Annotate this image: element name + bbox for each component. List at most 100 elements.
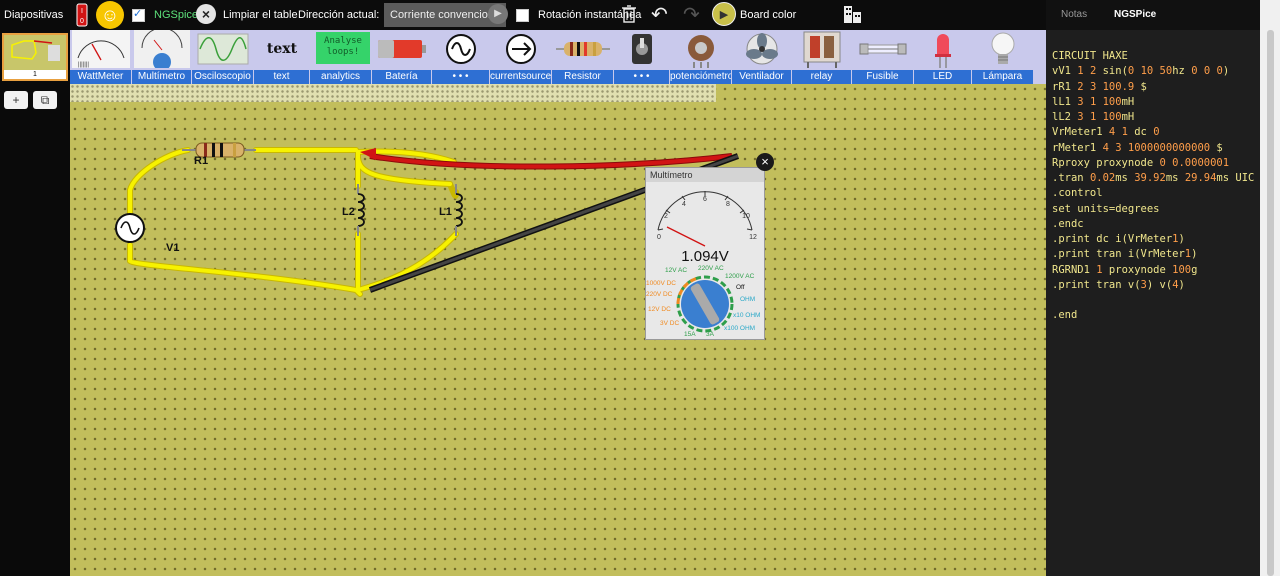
range-label: x100 OHM — [724, 325, 755, 332]
ac-source-icon — [434, 30, 488, 68]
inductor-l1[interactable]: L1 — [439, 184, 463, 236]
palette-current-source[interactable]: currentsource — [490, 30, 552, 84]
code-line: vV1 1 2 sin(0 10 50hz 0 0 0) — [1052, 65, 1230, 78]
range-label: 3V DC — [660, 320, 679, 327]
svg-text:0: 0 — [80, 18, 84, 25]
clear-board-button[interactable]: Limpiar el tablero — [223, 9, 308, 21]
smiley-icon[interactable]: ☺ — [96, 1, 124, 29]
resistor-icon — [554, 30, 612, 68]
switch-icon — [616, 30, 668, 68]
board-color-button[interactable]: Board color — [740, 9, 797, 21]
palette-analytics[interactable]: Analyse loops! analytics — [310, 30, 372, 84]
palette-label: Ventilador — [732, 70, 792, 84]
red-probe-lead[interactable] — [360, 148, 733, 170]
text-icon: text — [256, 30, 308, 68]
play-icon[interactable]: ▶ — [488, 4, 508, 24]
inductor-l2[interactable]: L2 — [342, 184, 365, 236]
copy-slide-button[interactable]: ⧉ — [33, 91, 57, 109]
rotation-checkbox[interactable] — [516, 9, 529, 22]
board-color-icon[interactable]: ▶ — [712, 2, 736, 26]
palette-switch[interactable]: • • • — [614, 30, 670, 84]
redo-icon[interactable]: ↷ — [683, 4, 700, 26]
code-line: VrMeter1 4 1 dc 0 — [1052, 126, 1160, 139]
inductor-label: L2 — [342, 206, 355, 218]
palette-lamp[interactable]: Lámpara — [972, 30, 1034, 84]
range-label: 220V AC — [698, 265, 724, 272]
palette-relay[interactable]: relay — [792, 30, 852, 84]
slide-thumbnail[interactable]: 1 — [2, 33, 68, 81]
multimeter-title: Multímetro — [646, 168, 764, 182]
page-scrollbar[interactable] — [1260, 0, 1280, 576]
wattmeter-icon: ||||||| — [72, 30, 130, 68]
range-label: 15A — [684, 331, 696, 338]
palette-led[interactable]: LED — [914, 30, 972, 84]
palette-label: potenciómetro — [670, 70, 732, 84]
code-line: .endc — [1052, 217, 1084, 230]
palette-resistor[interactable]: Resistor — [552, 30, 614, 84]
ngspice-label: NGSpice — [154, 9, 199, 21]
slide-preview-icon — [11, 40, 60, 61]
palette-battery[interactable]: Batería — [372, 30, 432, 84]
palette-multimeter[interactable]: Multímetro — [132, 27, 192, 84]
scale-tick: 4 — [682, 201, 686, 208]
code-line: rR1 2 3 100.9 $ — [1052, 80, 1147, 93]
multimeter-close-icon[interactable]: × — [756, 153, 774, 171]
palette-fan[interactable]: Ventilador — [732, 30, 792, 84]
netlist-code[interactable]: CIRCUIT HAXE vV1 1 2 sin(0 10 50hz 0 0 0)… — [1052, 49, 1254, 324]
palette-potentiometer[interactable]: potenciómetro — [670, 30, 732, 84]
palette-ac-source[interactable]: • • • — [432, 30, 490, 84]
add-slide-button[interactable]: + — [4, 91, 28, 109]
multimeter-reading: 1.094V — [681, 248, 729, 265]
code-line: .control — [1052, 187, 1103, 200]
text-thumb-label: text — [266, 41, 298, 57]
palette-label: Fusible — [852, 70, 914, 84]
slides-title: Diapositivas — [4, 9, 64, 21]
palette-label: relay — [792, 70, 852, 84]
palette-label: WattMeter — [70, 70, 132, 84]
current-source-icon — [492, 30, 550, 68]
breadboard-rail — [70, 84, 716, 102]
clear-board-icon[interactable]: × — [196, 4, 216, 24]
inductor-label: L1 — [439, 206, 452, 218]
ngspice-checkbox[interactable] — [132, 7, 145, 22]
analytics-thumb-label: Analyse loops! — [316, 32, 370, 64]
building-icon[interactable] — [843, 0, 863, 30]
scrollbar-thumb[interactable] — [1267, 30, 1274, 576]
resistor-r1[interactable]: R1 — [182, 142, 256, 167]
palette-fuse[interactable]: Fusible — [852, 30, 914, 84]
multimeter-needle — [666, 226, 706, 247]
palette-text[interactable]: text text — [254, 30, 310, 84]
palette-oscilloscope[interactable]: Osciloscopio — [192, 30, 254, 84]
direction-select[interactable]: Corriente convencional — [384, 3, 506, 27]
battery-icon — [374, 30, 430, 68]
multimeter-widget[interactable]: Multímetro 0 2 4 6 8 10 12 1.094V 1 — [645, 167, 765, 340]
slides-sidebar: Diapositivas 1 + ⧉ — [0, 0, 70, 576]
scale-tick: 12 — [749, 234, 757, 241]
code-line: .print dc i(VrMeter1) — [1052, 233, 1185, 245]
resistor-label: R1 — [194, 155, 208, 167]
palette-wattmeter[interactable]: ||||||| WattMeter — [70, 30, 132, 84]
tab-ngspice[interactable]: NGSPice — [1114, 9, 1157, 20]
palette-label: • • • — [614, 70, 670, 84]
code-line: lL2 3 1 100mH — [1052, 111, 1135, 123]
lamp-icon — [974, 30, 1032, 68]
circuit-wires[interactable] — [127, 147, 459, 297]
palette-label: Multímetro — [132, 70, 192, 84]
direction-label: Dirección actual: — [298, 0, 382, 30]
tab-notes[interactable]: Notas — [1061, 9, 1088, 20]
range-label: x10 OHM — [733, 312, 760, 319]
ac-source-v1[interactable]: V1 — [115, 213, 179, 254]
range-label: OHM — [740, 296, 755, 303]
code-line: .print tran i(VrMeter1) — [1052, 248, 1198, 261]
multimeter-face: 0 2 4 6 8 10 12 1.094V 12V AC 1000V DC 2… — [646, 191, 760, 338]
component-palette: ||||||| WattMeter Multímetro Osciloscopi… — [70, 27, 1046, 84]
trash-icon[interactable] — [621, 0, 637, 30]
palette-label: Batería — [372, 70, 432, 84]
fan-icon — [734, 30, 790, 68]
potentiometer-icon — [672, 30, 730, 68]
undo-icon[interactable]: ↶ — [651, 4, 668, 26]
range-label: 12V DC — [648, 306, 671, 313]
palette-label: Lámpara — [972, 70, 1034, 84]
circuit-canvas: R1 V1 L2 L1 — [115, 142, 740, 297]
